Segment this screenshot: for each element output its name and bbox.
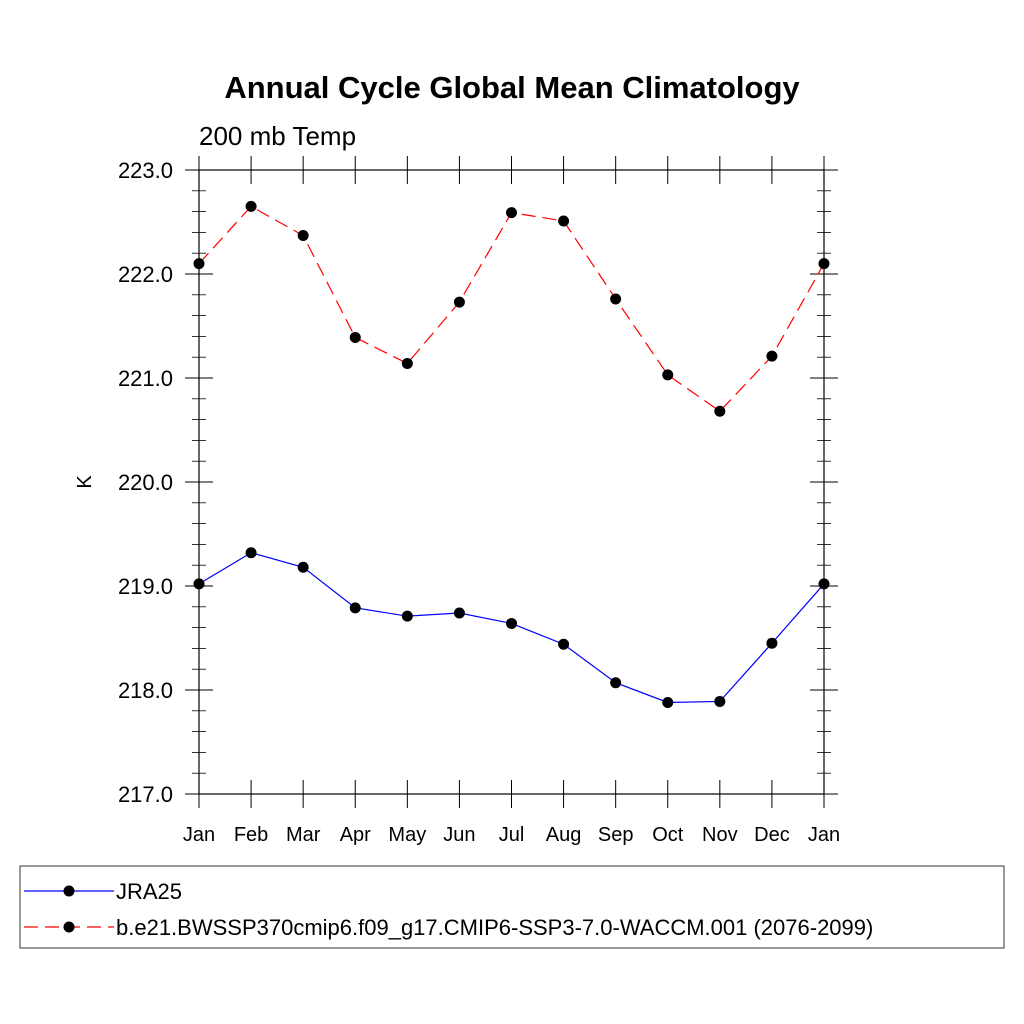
series-1-point bbox=[349, 602, 361, 614]
x-tick-label: Jan bbox=[808, 824, 840, 846]
series-1-point bbox=[297, 561, 309, 573]
series-1-point bbox=[714, 695, 726, 707]
chart-title: Annual Cycle Global Mean Climatology bbox=[224, 70, 800, 105]
y-tick-label: 219.0 bbox=[118, 574, 173, 599]
series-2-point bbox=[349, 331, 361, 343]
legend-label-2: b.e21.BWSSP370cmip6.f09_g17.CMIP6-SSP3-7… bbox=[116, 915, 873, 940]
series-2-point bbox=[610, 293, 622, 305]
series-1-point bbox=[766, 637, 778, 649]
y-axis-title: K bbox=[74, 475, 96, 489]
series-2-point bbox=[558, 215, 570, 227]
series-1-point bbox=[401, 610, 413, 622]
x-tick-label: Jul bbox=[499, 824, 525, 846]
x-tick-label: Nov bbox=[702, 824, 738, 846]
x-tick-label: Jan bbox=[183, 824, 215, 846]
series-2-point bbox=[453, 296, 465, 308]
series-2-point bbox=[662, 369, 674, 381]
series-2-point bbox=[401, 357, 413, 369]
y-tick-label: 220.0 bbox=[118, 470, 173, 495]
series-1-point bbox=[193, 578, 205, 590]
legend-marker-1 bbox=[63, 885, 75, 897]
series-1-point bbox=[610, 677, 622, 689]
y-tick-label: 221.0 bbox=[118, 366, 173, 391]
y-tick-label: 217.0 bbox=[118, 782, 173, 807]
series-2-point bbox=[506, 207, 517, 219]
x-tick-labels: Jan Feb Mar Apr May Jun Jul Aug Sep Oct Nov Dec Jan bbox=[183, 824, 840, 846]
x-tick-label: Aug bbox=[546, 824, 582, 846]
x-tick-label: Apr bbox=[340, 824, 371, 846]
y-tick-label: 218.0 bbox=[118, 678, 173, 703]
y-tick-labels: 217.0 218.0 219.0 220.0 221.0 222.0 223.0 bbox=[118, 158, 173, 807]
x-tick-label: Mar bbox=[286, 824, 321, 846]
series-line-2 bbox=[198, 205, 825, 413]
legend-label-1: JRA25 bbox=[116, 879, 182, 904]
x-tick-label: Feb bbox=[234, 824, 268, 846]
series-1-point bbox=[662, 696, 674, 708]
series-2-point bbox=[297, 230, 309, 242]
x-tick-label: Jun bbox=[443, 824, 475, 846]
x-tick-label: Sep bbox=[598, 824, 634, 846]
legend-box bbox=[19, 865, 1005, 949]
series-2-point bbox=[245, 200, 257, 212]
series-2-point bbox=[766, 350, 778, 362]
legend: JRA25 b.e21.BWSSP370cmip6.f09_g17.CMIP6-S… bbox=[24, 879, 873, 940]
axis-ticks bbox=[185, 156, 838, 808]
series-1-point bbox=[558, 638, 570, 650]
series-2-point bbox=[818, 258, 830, 270]
legend-marker-2 bbox=[63, 921, 75, 933]
series-2-point bbox=[193, 258, 205, 270]
x-tick-label: Oct bbox=[652, 824, 684, 846]
x-tick-label: Dec bbox=[754, 824, 790, 846]
series-1-point bbox=[818, 578, 830, 590]
series-1-point bbox=[506, 617, 517, 629]
series-1-point bbox=[245, 547, 257, 559]
y-tick-label: 223.0 bbox=[118, 158, 173, 183]
series-2-point bbox=[714, 405, 726, 417]
plot-frame bbox=[198, 169, 825, 795]
series-points bbox=[193, 200, 830, 708]
y-tick-label: 222.0 bbox=[118, 262, 173, 287]
chart-subtitle: 200 mb Temp bbox=[199, 121, 356, 151]
series-1-point bbox=[453, 607, 465, 619]
x-tick-label: May bbox=[388, 824, 426, 846]
